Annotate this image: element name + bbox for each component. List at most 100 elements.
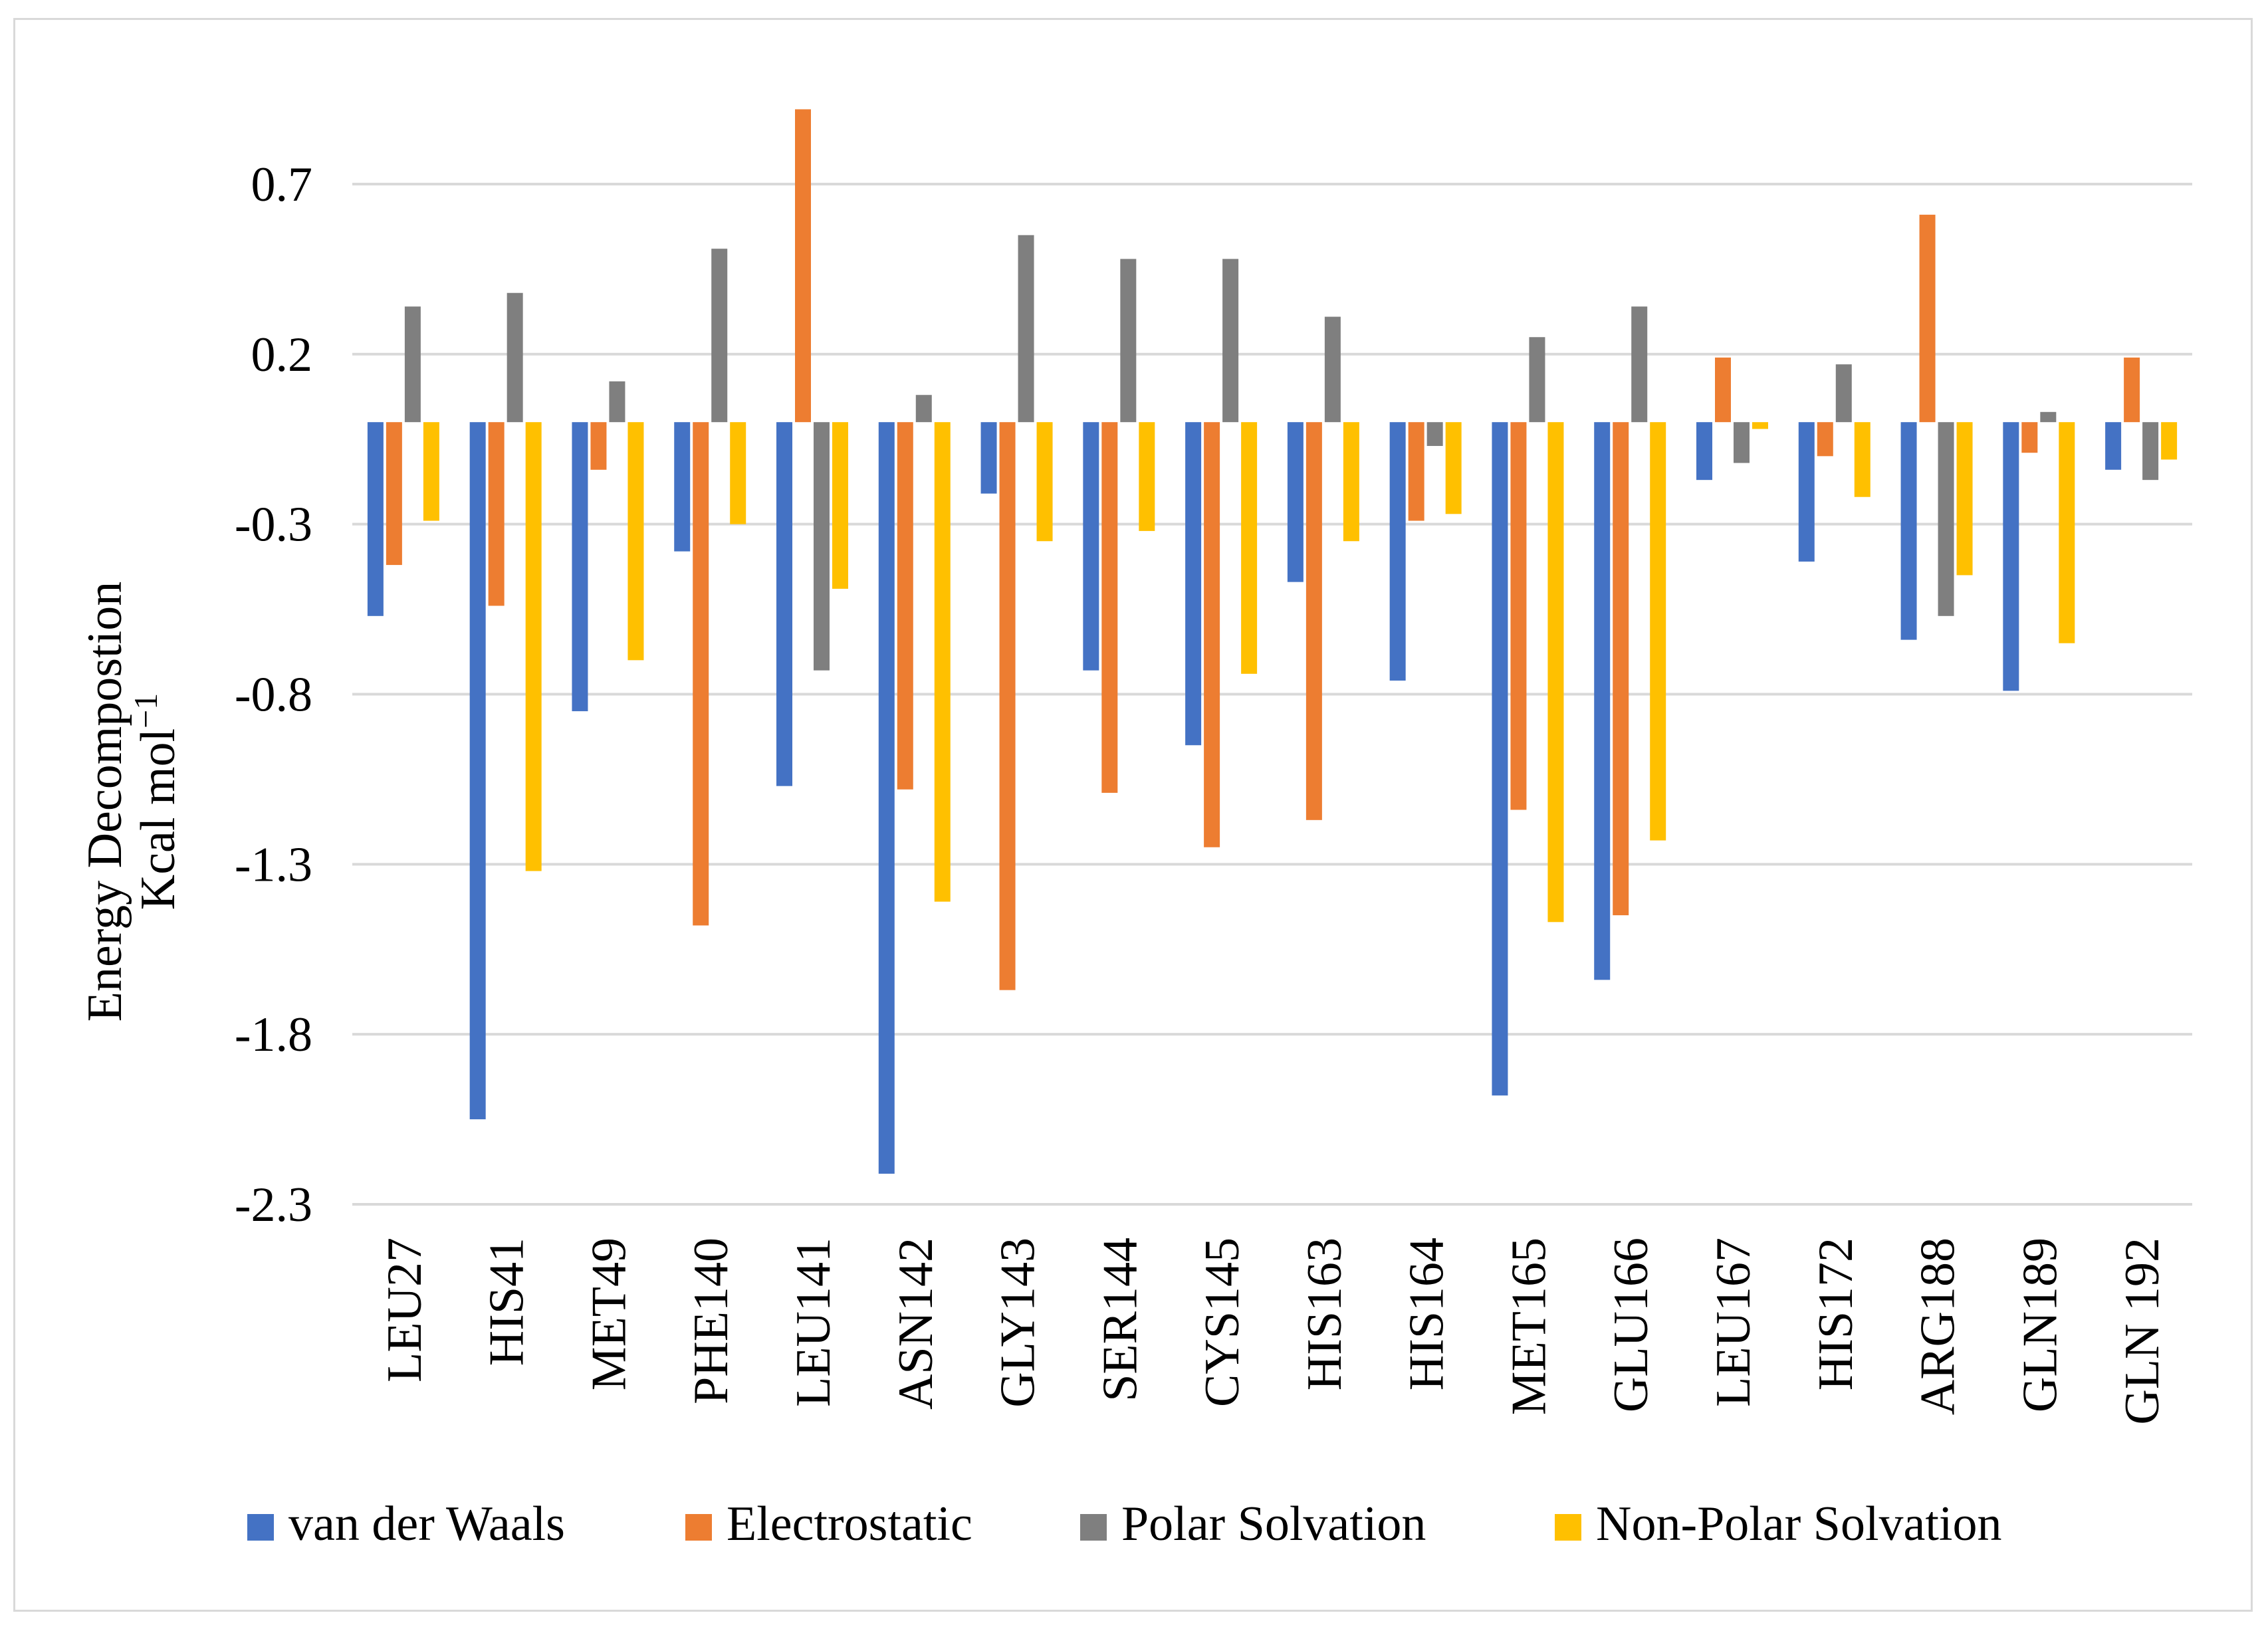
bar-non-polar-solvation-leu167 [1752,422,1768,429]
bar-polar-solvation-his163 [1324,316,1341,423]
bar-polar-solvation-arg188 [1938,422,1954,616]
bar-van-der-waals-his41 [469,422,486,1120]
bar-polar-solvation-ser144 [1120,259,1137,423]
legend-label: Electrostatic [727,1497,972,1551]
bar-non-polar-solvation-his172 [1854,422,1871,497]
bar-van-der-waals-his164 [1389,422,1406,681]
bar-non-polar-solvation-glu166 [1650,422,1666,841]
x-category-label: PHE140 [684,1238,738,1404]
x-category-label: HIS41 [480,1238,534,1366]
bar-electrostatic-cys145 [1204,422,1220,847]
legend-swatch [247,1514,274,1541]
x-category-label: LEU167 [1706,1238,1761,1407]
y-tick-label: -0.8 [235,668,312,722]
bar-electrostatic-leu167 [1715,357,1731,423]
bar-van-der-waals-gly143 [980,422,997,494]
y-tick-label: -1.8 [235,1008,312,1062]
bar-non-polar-solvation-his164 [1445,422,1462,514]
x-category-label: GLY143 [991,1238,1046,1408]
x-category-label: GLN 192 [2115,1238,2170,1425]
legend-label: Non-Polar Solvation [1596,1497,2001,1551]
bar-non-polar-solvation-phe140 [730,422,746,524]
bar-polar-solvation-met165 [1529,337,1545,423]
x-category-label: HIS164 [1400,1238,1454,1390]
bar-polar-solvation-his172 [1835,364,1852,423]
bar-van-der-waals-phe140 [674,422,691,552]
bar-van-der-waals-leu167 [1696,422,1712,481]
legend-label: van der Waals [288,1497,565,1551]
bar-polar-solvation-leu141 [814,422,830,671]
y-tick-label: -1.3 [235,837,312,892]
x-category-label: MET49 [582,1238,636,1390]
bar-non-polar-solvation-cys145 [1241,422,1258,674]
bar-van-der-waals-ser144 [1083,422,1099,671]
bar-electrostatic-his163 [1305,422,1322,820]
legend-swatch [1555,1514,1581,1541]
x-category-label: LEU141 [786,1238,841,1407]
bar-polar-solvation-his41 [507,292,523,423]
bar-electrostatic-phe140 [693,422,709,926]
bar-electrostatic-leu27 [386,422,402,566]
y-axis-ticks: 0.7 0.2 -0.3 -0.8 -1.3 -1.8 -2.3 [235,158,312,1232]
bar-polar-solvation-gln189 [2040,411,2057,423]
x-category-label: GLN189 [2013,1238,2067,1412]
bar-non-polar-solvation-arg188 [1956,422,1973,576]
bar-van-der-waals-arg188 [1900,422,1917,640]
y-axis-unit-superscript: −1 [127,693,164,728]
bar-electrostatic-gln192 [2124,357,2140,423]
bar-non-polar-solvation-asn142 [934,422,951,902]
y-axis-unit: Kcal mol [131,728,185,910]
bar-polar-solvation-leu27 [404,306,421,423]
bar-polar-solvation-leu167 [1734,422,1750,463]
bar-non-polar-solvation-leu27 [423,422,439,521]
x-category-label: HIS172 [1809,1238,1863,1390]
y-tick-label: 0.7 [251,158,313,212]
bar-electrostatic-met49 [590,422,607,470]
bar-van-der-waals-asn142 [878,422,895,1174]
bar-electrostatic-his172 [1817,422,1833,457]
bar-non-polar-solvation-his41 [525,422,542,871]
y-tick-label: 0.2 [251,328,313,382]
x-category-label: GLU166 [1604,1238,1658,1412]
bar-electrostatic-gln189 [2021,422,2038,453]
bar-van-der-waals-his163 [1287,422,1304,582]
bar-electrostatic-arg188 [1919,215,1936,423]
y-axis-title-line1: Energy Decompostion [78,582,132,1022]
bar-non-polar-solvation-ser144 [1139,422,1155,531]
bar-electrostatic-ser144 [1101,422,1118,793]
bar-van-der-waals-his172 [1798,422,1815,562]
bar-polar-solvation-gly143 [1018,235,1034,423]
bar-polar-solvation-cys145 [1222,259,1239,423]
x-axis-category-labels: LEU27 HIS41 MET49 PHE140 LEU141 ASN142 GLY143 S… [378,1238,2170,1425]
x-category-label: CYS145 [1195,1238,1250,1407]
bar-polar-solvation-phe140 [711,249,728,423]
bar-van-der-waals-leu141 [776,422,792,786]
y-axis-title-line2: Kcal mol−1 [127,693,185,911]
bar-van-der-waals-met165 [1492,422,1508,1096]
x-category-label: MET165 [1502,1238,1556,1415]
bar-electrostatic-gly143 [999,422,1016,990]
legend-swatch [685,1514,712,1541]
bar-non-polar-solvation-gln192 [2161,422,2178,460]
bar-electrostatic-leu141 [795,109,811,423]
bar-non-polar-solvation-his163 [1343,422,1359,542]
bar-electrostatic-his164 [1408,422,1424,521]
x-category-label: ARG188 [1911,1238,1966,1415]
bar-polar-solvation-met49 [609,381,625,423]
bar-non-polar-solvation-gly143 [1036,422,1053,542]
bar-van-der-waals-glu166 [1594,422,1611,980]
x-category-label: HIS163 [1298,1238,1352,1390]
bar-electrostatic-his41 [488,422,505,606]
x-category-label: SER144 [1093,1238,1147,1402]
gridlines [352,183,2192,1206]
bar-polar-solvation-asn142 [915,395,932,423]
y-axis-title: Energy Decompostion Kcal mol−1 [78,582,185,1022]
legend: van der Waals Electrostatic Polar Solvatio… [247,1497,2001,1551]
y-tick-label: -2.3 [235,1178,312,1232]
legend-swatch [1080,1514,1107,1541]
bar-non-polar-solvation-leu141 [832,422,848,589]
bar-polar-solvation-his164 [1426,422,1443,446]
bar-polar-solvation-gln192 [2142,422,2159,481]
x-category-label: LEU27 [378,1238,432,1382]
